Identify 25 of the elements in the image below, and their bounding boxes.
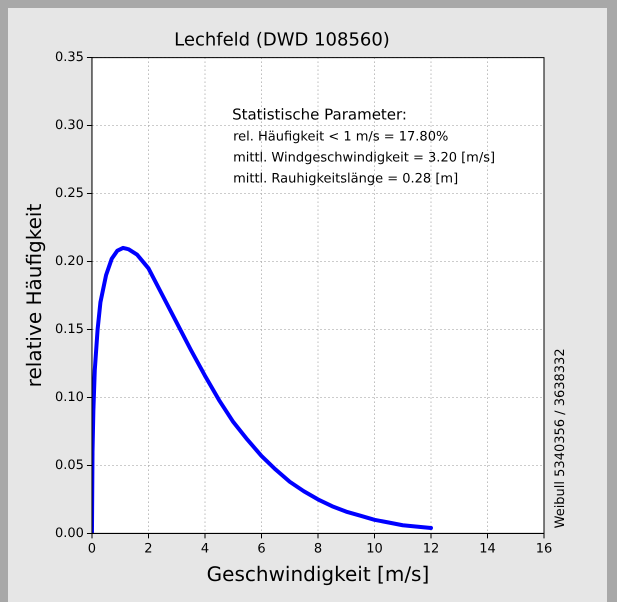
y-tick-label: 0.25 — [54, 186, 84, 201]
annotation: mittl. Windgeschwindigkeit = 3.20 [m/s] — [233, 150, 496, 166]
x-tick-label: 8 — [314, 542, 322, 557]
annotation: mittl. Rauhigkeitslänge = 0.28 [m] — [233, 172, 458, 187]
x-tick-label: 2 — [144, 542, 153, 557]
y-tick-label: 0.15 — [54, 322, 84, 337]
x-tick-label: 12 — [422, 542, 440, 557]
y-tick-label: 0.05 — [54, 458, 84, 473]
x-axis-title: Geschwindigkeit [m/s] — [206, 562, 430, 586]
x-tick-label: 10 — [366, 542, 383, 557]
x-tick-label: 16 — [536, 542, 552, 557]
x-tick-label: 14 — [479, 542, 496, 557]
y-tick-label: 0.00 — [54, 526, 84, 541]
y-axis-title: relative Häufigkeit — [22, 204, 46, 388]
annotation: rel. Häufigkeit < 1 m/s = 17.80% — [233, 130, 448, 145]
y-tick-label: 0.35 — [54, 50, 84, 65]
x-tick-label: 6 — [257, 542, 266, 557]
y-tick-label: 0.30 — [54, 118, 84, 133]
y-tick-label: 0.10 — [54, 390, 84, 405]
x-tick-label: 4 — [200, 542, 210, 557]
chart-title: Lechfeld (DWD 108560) — [174, 29, 390, 50]
text: Weibull 5340356 / 3638332 — [553, 348, 568, 528]
annotation: Statistische Parameter: — [232, 106, 407, 124]
x-tick-label: 0 — [88, 542, 96, 557]
y-tick-label: 0.20 — [54, 254, 84, 269]
